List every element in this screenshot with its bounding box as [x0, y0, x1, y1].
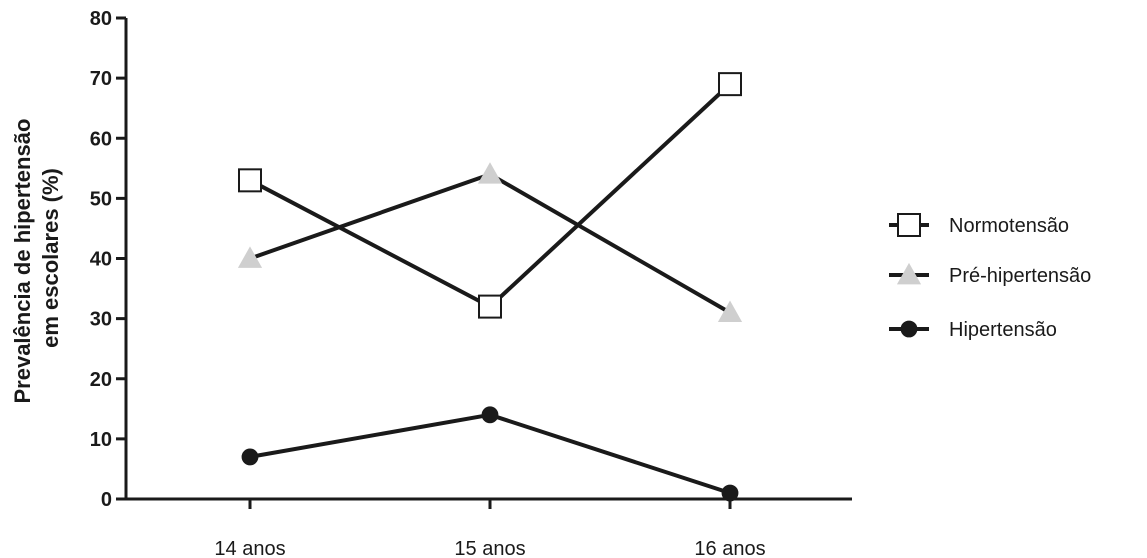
series-line-pre-hipertensao [249, 172, 731, 315]
y-tick-label: 30 [90, 309, 112, 331]
y-axis-label-line-2: em escolares (%) [38, 168, 63, 348]
y-tick-label: 60 [90, 128, 112, 150]
y-axis-label: Prevalência de hipertensão em escolares … [10, 112, 63, 403]
y-tick-label: 70 [90, 68, 112, 90]
x-tick-label: 14 anos [214, 538, 285, 558]
legend-marker-pre-hipertensao [896, 262, 922, 285]
legend-item-pre-hipertensao: Pré-hipertensão [889, 262, 1091, 287]
data-point-pre-hipertensao [477, 162, 503, 184]
data-point-hipertensao [241, 448, 259, 466]
y-tick-label: 0 [101, 489, 112, 511]
x-ticks: 14 anos 15 anos 16 anos [214, 499, 766, 558]
y-axis-label-line-1: Prevalência de hipertensão [10, 119, 35, 404]
x-tick-label: 16 anos [694, 538, 765, 558]
axes [124, 18, 852, 501]
data-point-normotensao [238, 168, 262, 193]
data-point-pre-hipertensao [237, 246, 263, 268]
series-markers [237, 72, 743, 502]
legend: Normotensão Pré-hipertensão Hipertensão [889, 213, 1091, 341]
legend-marker-normotensao [897, 213, 921, 237]
y-ticks: 0 10 20 30 40 50 60 70 80 [90, 8, 126, 511]
legend-item-normotensao: Normotensão [889, 213, 1069, 237]
legend-label-pre-hipertensao: Pré-hipertensão [949, 265, 1091, 287]
legend-item-hipertensao: Hipertensão [889, 319, 1057, 341]
legend-label-normotensao: Normotensão [949, 215, 1069, 237]
legend-label-hipertensao: Hipertensão [949, 319, 1057, 341]
data-point-normotensao [478, 294, 502, 319]
data-point-hipertensao [721, 484, 739, 502]
y-tick-label: 50 [90, 188, 112, 210]
data-point-pre-hipertensao [717, 300, 743, 322]
data-point-normotensao [718, 72, 742, 97]
y-tick-label: 40 [90, 249, 112, 271]
series-lines [249, 82, 732, 495]
legend-marker-hipertensao [900, 320, 918, 338]
y-tick-label: 20 [90, 369, 112, 391]
y-tick-label: 10 [90, 429, 112, 451]
series-line-hipertensao [249, 412, 731, 495]
x-tick-label: 15 anos [454, 538, 525, 558]
y-tick-label: 80 [90, 8, 112, 30]
data-point-hipertensao [481, 406, 499, 424]
